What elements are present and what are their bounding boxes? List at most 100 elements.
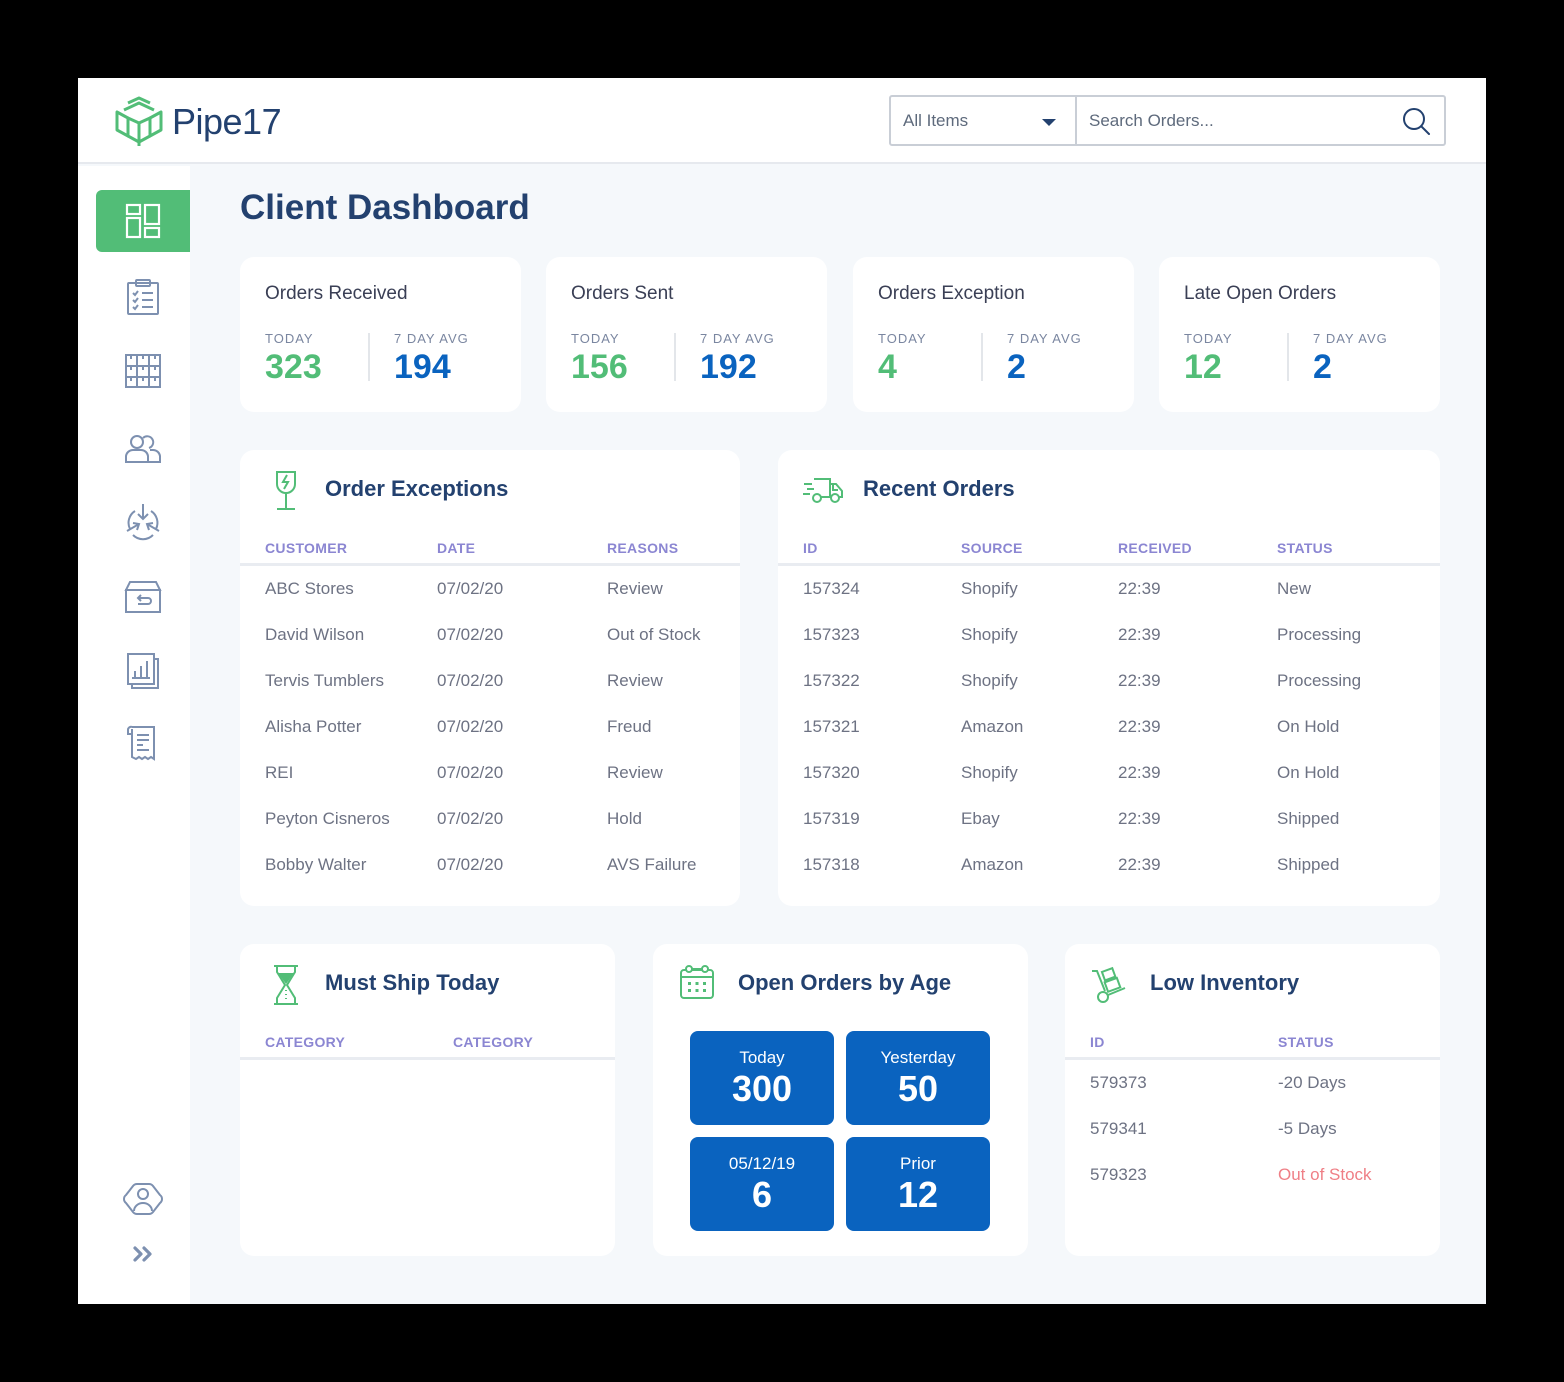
column-header[interactable]: SOURCE [961, 540, 1023, 556]
cell-reason: Review [607, 671, 663, 690]
table-row[interactable]: David Wilson 07/02/20 Out of Stock [240, 625, 740, 671]
cell-id: 157319 [803, 809, 860, 828]
table-row[interactable]: 157318 Amazon 22:39 Shipped [778, 855, 1440, 901]
stat-title: Orders Sent [571, 283, 674, 304]
stat-today-value: 12 [1184, 348, 1222, 386]
sidebar-item-integrations[interactable] [96, 490, 190, 552]
table-row[interactable]: 157322 Shopify 22:39 Processing [778, 671, 1440, 717]
age-tile-value: 50 [897, 1068, 939, 1109]
filter-select[interactable]: All Items [891, 97, 1077, 144]
cell-status: On Hold [1277, 717, 1340, 736]
sidebar-item-dashboard[interactable] [96, 190, 190, 252]
page-title: Client Dashboard [240, 188, 530, 227]
search-icon[interactable] [1402, 107, 1432, 137]
delivery-truck-icon [803, 478, 843, 503]
hourglass-icon [274, 965, 298, 1005]
cell-received: 22:39 [1118, 579, 1161, 598]
column-header[interactable]: DATE [437, 540, 476, 556]
stat-card-late-open-orders[interactable]: Late Open Orders TODAY 12 7 DAY AVG 2 [1159, 257, 1440, 412]
package-logo-icon [115, 96, 163, 146]
sidebar-item-invoices[interactable] [96, 714, 190, 776]
cell-customer: Alisha Potter [265, 717, 362, 736]
double-chevron-right-icon [133, 1246, 152, 1262]
column-header[interactable]: STATUS [1277, 540, 1333, 556]
table-row[interactable]: Tervis Tumblers 07/02/20 Review [240, 671, 740, 717]
table-row[interactable]: 157324 Shopify 22:39 New [778, 579, 1440, 625]
sidebar-item-account[interactable] [96, 1168, 190, 1230]
age-tile-label: Today [739, 1048, 785, 1067]
cell-received: 22:39 [1118, 717, 1161, 736]
table-row[interactable]: 157323 Shopify 22:39 Processing [778, 625, 1440, 671]
column-header[interactable]: REASONS [607, 540, 679, 556]
column-header[interactable]: CATEGORY [453, 1034, 534, 1050]
sidebar-item-customers[interactable] [96, 416, 190, 478]
age-tile-value: 300 [731, 1068, 793, 1109]
cell-customer: ABC Stores [265, 579, 354, 598]
search-input[interactable] [1077, 97, 1377, 144]
age-tile-label: Yesterday [880, 1048, 956, 1067]
table-row[interactable]: 579341 -5 Days [1065, 1119, 1440, 1165]
cell-reason: AVS Failure [607, 855, 697, 874]
cell-id: 579373 [1090, 1073, 1147, 1092]
table-row[interactable]: REI 07/02/20 Review [240, 763, 740, 809]
stat-avg-label: 7 DAY AVG [1313, 331, 1388, 346]
divider [674, 333, 676, 381]
stat-avg-label: 7 DAY AVG [700, 331, 775, 346]
column-header[interactable]: CATEGORY [265, 1034, 346, 1050]
low-inventory-panel: Low Inventory ID STATUS 579373 -20 Days … [1065, 944, 1440, 1256]
age-tile-prior[interactable]: Prior 12 [846, 1137, 990, 1231]
age-tile-yesterday[interactable]: Yesterday 50 [846, 1031, 990, 1125]
cell-status: Processing [1277, 671, 1362, 690]
table-row[interactable]: 579323 Out of Stock [1065, 1165, 1440, 1211]
cell-date: 07/02/20 [437, 625, 504, 644]
cell-date: 07/02/20 [437, 717, 504, 736]
age-tile-date[interactable]: 05/12/19 6 [690, 1137, 834, 1231]
table-row[interactable]: Alisha Potter 07/02/20 Freud [240, 717, 740, 763]
fragile-glass-icon [276, 471, 296, 510]
sidebar-item-returns[interactable] [96, 566, 190, 628]
cell-date: 07/02/20 [437, 855, 504, 874]
cell-reason: Freud [607, 717, 652, 736]
cell-received: 22:39 [1118, 855, 1161, 874]
stat-avg-label: 7 DAY AVG [394, 331, 469, 346]
filter-select-value: All Items [903, 110, 969, 130]
table-row[interactable]: 579373 -20 Days [1065, 1073, 1440, 1119]
stat-avg: 7 DAY AVG 2 [1007, 331, 1082, 387]
stat-card-orders-received[interactable]: Orders Received TODAY 323 7 DAY AVG 194 [240, 257, 521, 412]
cell-id: 157318 [803, 855, 860, 874]
table-row[interactable]: Peyton Cisneros 07/02/20 Hold [240, 809, 740, 855]
sidebar-expand-button[interactable] [96, 1232, 190, 1276]
stat-today: TODAY 4 [878, 331, 927, 387]
stat-card-orders-sent[interactable]: Orders Sent TODAY 156 7 DAY AVG 192 [546, 257, 827, 412]
column-header[interactable]: ID [803, 540, 818, 556]
top-bar: Pipe17 All Items [78, 78, 1486, 164]
table-row[interactable]: 157321 Amazon 22:39 On Hold [778, 717, 1440, 763]
stat-card-orders-exception[interactable]: Orders Exception TODAY 4 7 DAY AVG 2 [853, 257, 1134, 412]
cell-customer: Tervis Tumblers [265, 671, 385, 690]
age-tile-value: 6 [751, 1174, 773, 1215]
stat-today-label: TODAY [265, 331, 314, 346]
logo[interactable]: Pipe17 [114, 96, 282, 148]
cell-date: 07/02/20 [437, 809, 504, 828]
age-tile-today[interactable]: Today 300 [690, 1031, 834, 1125]
table-row[interactable]: 157319 Ebay 22:39 Shipped [778, 809, 1440, 855]
cell-date: 07/02/20 [437, 671, 504, 690]
cell-status: Processing [1277, 625, 1362, 644]
column-header[interactable]: ID [1090, 1034, 1105, 1050]
cell-customer: Peyton Cisneros [265, 809, 390, 828]
sidebar-item-inventory[interactable] [96, 340, 190, 402]
table-row[interactable]: Bobby Walter 07/02/20 AVS Failure [240, 855, 740, 901]
sidebar-item-orders[interactable] [96, 266, 190, 328]
stat-today-value: 323 [265, 348, 322, 386]
table-header: CUSTOMER DATE REASONS [240, 540, 740, 566]
column-header[interactable]: CUSTOMER [265, 540, 348, 556]
sidebar-item-reports[interactable] [96, 640, 190, 702]
clipboard-checklist-icon [127, 279, 159, 315]
table-row[interactable]: ABC Stores 07/02/20 Review [240, 579, 740, 625]
column-header[interactable]: RECEIVED [1118, 540, 1192, 556]
table-row[interactable]: 157320 Shopify 22:39 On Hold [778, 763, 1440, 809]
cell-id: 157323 [803, 625, 860, 644]
cell-received: 22:39 [1118, 625, 1161, 644]
app-window: Pipe17 All Items [78, 78, 1486, 1304]
column-header[interactable]: STATUS [1278, 1034, 1334, 1050]
